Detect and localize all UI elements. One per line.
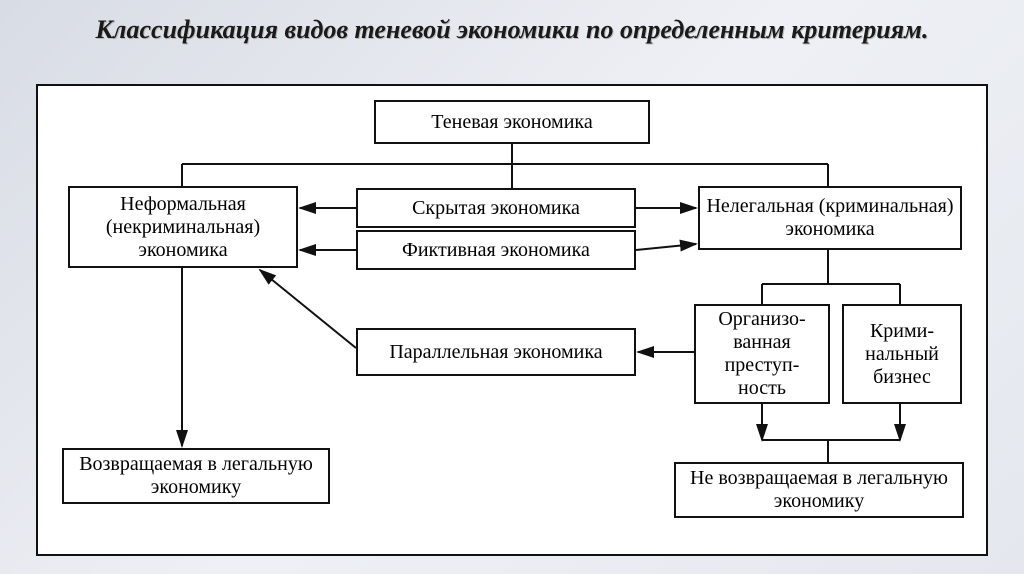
node-notreturn: Не возвращаемая в легальную экономику: [674, 462, 964, 518]
page-title: Классификация видов теневой экономики по…: [0, 0, 1024, 55]
node-label: Скрытая экономика: [412, 197, 580, 220]
node-crimbiz: Крими-нальный бизнес: [842, 304, 962, 404]
node-fictive: Фиктивная экономика: [356, 230, 636, 270]
node-root: Теневая экономика: [374, 100, 650, 144]
node-label: Не возвращаемая в легальную экономику: [682, 467, 956, 513]
node-label: Фиктивная экономика: [402, 239, 590, 262]
node-returned: Возвращаемая в легальную экономику: [62, 448, 330, 504]
node-label: Нелегальная (криминальная) экономика: [706, 195, 954, 241]
node-label: Теневая экономика: [431, 111, 592, 134]
diagram-frame: Теневая экономика Неформальная (некримин…: [36, 84, 988, 556]
node-label: Возвращаемая в легальную экономику: [70, 453, 322, 499]
node-label: Параллельная экономика: [389, 341, 602, 364]
node-label: Организо-ванная преступ-ность: [702, 308, 822, 400]
node-hidden: Скрытая экономика: [356, 188, 636, 228]
node-label: Крими-нальный бизнес: [850, 320, 954, 389]
node-label: Неформальная (некриминальная) экономика: [76, 193, 290, 262]
node-orgcrime: Организо-ванная преступ-ность: [694, 304, 830, 404]
node-informal: Неформальная (некриминальная) экономика: [68, 186, 298, 268]
node-illegal: Нелегальная (криминальная) экономика: [698, 186, 962, 250]
node-parallel: Параллельная экономика: [356, 328, 636, 376]
